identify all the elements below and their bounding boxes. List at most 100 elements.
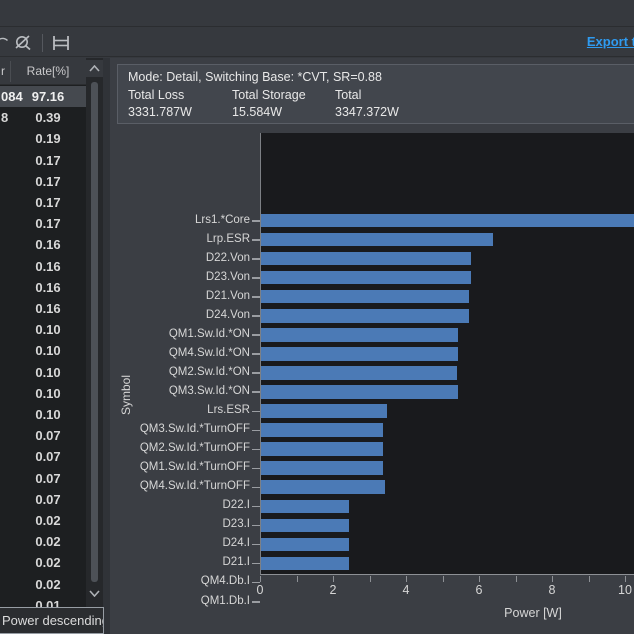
scroll-up-button[interactable] xyxy=(86,60,103,77)
table-row[interactable]: 0.07 xyxy=(0,446,86,467)
power-bar-chart: Symbol Power [W] Lrs1.*CoreLrp.ESRD22.Vo… xyxy=(110,124,634,634)
power-bar xyxy=(261,214,634,228)
x-tick xyxy=(333,576,334,582)
x-tick xyxy=(516,576,517,582)
power-bar xyxy=(261,366,457,380)
x-tick xyxy=(552,576,553,582)
table-row[interactable]: 0.10 xyxy=(0,340,86,361)
total-value: 3331.787W xyxy=(128,105,192,122)
table-row[interactable]: 0.10 xyxy=(0,404,86,425)
table-row[interactable]: 0.16 xyxy=(0,277,86,298)
rate-column-header[interactable]: Rate[%] xyxy=(12,64,84,78)
table-row[interactable]: 0.17 xyxy=(0,150,86,171)
rate-cell: 0.19 xyxy=(12,131,84,146)
rate-cell: 0.10 xyxy=(12,343,84,358)
bar-label: QM2.Sw.Id.*TurnOFF xyxy=(110,442,250,454)
rate-cell: 0.02 xyxy=(12,577,84,592)
totals-row: Total Loss3331.787W Total Storage15.584W T… xyxy=(128,88,634,122)
table-row[interactable]: 0.02 xyxy=(0,531,86,552)
rate-cell: 0.17 xyxy=(12,216,84,231)
rate-cell: 0.07 xyxy=(12,449,84,464)
table-body: 08497.1680.390.190.170.170.170.170.160.1… xyxy=(0,86,86,634)
bar-label: QM1.Sw.Id.*ON xyxy=(110,328,250,340)
table-row[interactable]: 0.02 xyxy=(0,552,86,573)
y-tick xyxy=(252,220,260,222)
chart-panel: Mode: Detail, Switching Base: *CVT, SR=0… xyxy=(110,58,634,634)
total-label: Total xyxy=(335,88,399,105)
table-row[interactable]: 0.17 xyxy=(0,213,86,234)
table-row[interactable]: 0.10 xyxy=(0,383,86,404)
x-tick-label: 8 xyxy=(537,583,567,597)
y-tick xyxy=(252,353,260,355)
table-row[interactable]: 0.16 xyxy=(0,234,86,255)
rate-cell: 0.07 xyxy=(12,492,84,507)
table-row[interactable]: 0.16 xyxy=(0,298,86,319)
table-row[interactable]: 0.07 xyxy=(0,468,86,489)
total-label: Total Loss xyxy=(128,88,192,105)
y-tick xyxy=(252,372,260,374)
sort-status-text: Power descending xyxy=(2,613,104,628)
power-bar xyxy=(261,500,349,514)
table-row[interactable]: 0.17 xyxy=(0,192,86,213)
bar-label: Lrs.ESR xyxy=(110,404,250,416)
rate-cell: 0.02 xyxy=(12,513,84,528)
rate-cell: 0.16 xyxy=(12,280,84,295)
rate-cell: 0.16 xyxy=(12,237,84,252)
column-divider xyxy=(10,61,11,82)
rate-cell: 0.10 xyxy=(12,386,84,401)
table-scrollbar[interactable] xyxy=(86,58,103,634)
table-header-row: r Rate[%] xyxy=(0,58,86,85)
bar-label: D21.I xyxy=(110,556,250,568)
power-column-header-partial[interactable]: r xyxy=(1,64,5,78)
toolbar-separator xyxy=(42,34,43,52)
table-row[interactable]: 0.07 xyxy=(0,425,86,446)
partial-arc-icon[interactable] xyxy=(0,32,10,54)
bar-label: D21.Von xyxy=(110,290,250,302)
table-row[interactable]: 80.39 xyxy=(0,107,86,128)
y-tick xyxy=(252,449,260,451)
power-bar xyxy=(261,423,383,437)
power-bar xyxy=(261,252,471,266)
y-tick xyxy=(252,468,260,470)
panel-splitter[interactable] xyxy=(103,58,110,634)
x-tick-label: 4 xyxy=(391,583,421,597)
y-tick xyxy=(252,430,260,432)
power-bar xyxy=(261,557,349,571)
total-column: Total Storage15.584W xyxy=(232,88,306,122)
scroll-down-button[interactable] xyxy=(86,585,103,602)
bar-label: D24.Von xyxy=(110,309,250,321)
table-row[interactable]: 0.07 xyxy=(0,489,86,510)
power-bar xyxy=(261,404,387,418)
bar-label: QM1.Db.I xyxy=(110,595,250,607)
summary-info-box: Mode: Detail, Switching Base: *CVT, SR=0… xyxy=(117,64,634,124)
export-link[interactable]: Export t xyxy=(587,34,634,49)
bar-label: QM4.Db.I xyxy=(110,575,250,587)
bar-label: D23.I xyxy=(110,518,250,530)
y-tick xyxy=(252,601,260,603)
table-row[interactable]: 0.17 xyxy=(0,171,86,192)
table-row[interactable]: 0.10 xyxy=(0,319,86,340)
eye-slash-icon[interactable] xyxy=(10,32,36,54)
table-row[interactable]: 0.10 xyxy=(0,362,86,383)
rate-cell: 0.17 xyxy=(12,195,84,210)
x-tick xyxy=(589,576,590,582)
rate-cell: 0.07 xyxy=(12,428,84,443)
x-tick-label: 2 xyxy=(318,583,348,597)
table-row[interactable]: 0.19 xyxy=(0,128,86,149)
rate-cell: 0.10 xyxy=(12,365,84,380)
power-bar xyxy=(261,519,349,533)
rate-cell: 0.16 xyxy=(12,301,84,316)
power-bar xyxy=(261,271,471,285)
y-tick xyxy=(252,525,260,527)
table-row[interactable]: 0.02 xyxy=(0,510,86,531)
table-row[interactable]: 08497.16 xyxy=(0,86,86,107)
rate-cell: 0.02 xyxy=(12,534,84,549)
table-row[interactable]: 0.02 xyxy=(0,574,86,595)
sort-status-tooltip: Power descending xyxy=(0,607,104,634)
power-cell-partial: 8 xyxy=(1,110,8,125)
scrollbar-thumb[interactable] xyxy=(91,82,98,582)
ladder-icon[interactable] xyxy=(49,32,73,54)
table-row[interactable]: 0.16 xyxy=(0,256,86,277)
rate-cell: 0.10 xyxy=(12,407,84,422)
y-tick xyxy=(252,544,260,546)
